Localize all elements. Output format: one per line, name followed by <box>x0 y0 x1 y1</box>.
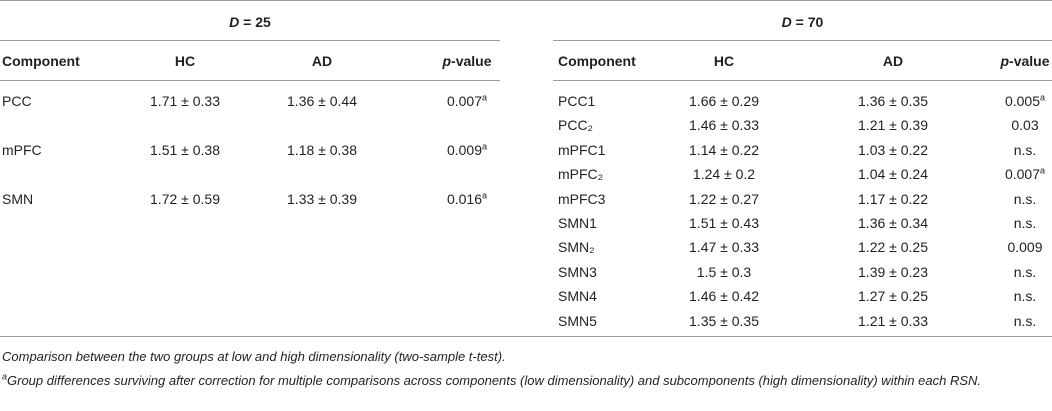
table-cell: 1.36 ± 0.35 <box>858 93 928 109</box>
column-header: HC <box>713 53 735 69</box>
text: 0.005 <box>1004 93 1041 109</box>
column-header: AD <box>311 53 333 69</box>
column-header: Component <box>2 53 80 69</box>
text: Comparison between the two groups at low… <box>2 349 506 364</box>
table-cell: mPFC₂ <box>558 166 604 183</box>
italic-text: p <box>442 53 452 69</box>
table-cell: SMN3 <box>558 263 597 280</box>
footnote-marker: a <box>2 371 8 382</box>
column-header: p-value <box>267 52 667 70</box>
panel-heading: D = 25 <box>0 13 500 31</box>
table-cell: 1.33 ± 0.39 <box>287 191 357 207</box>
text: -value <box>1009 53 1050 69</box>
table-cell: 1.18 ± 0.38 <box>287 142 357 158</box>
table-cell: 0.005a <box>825 92 1052 110</box>
text: Group differences surviving after correc… <box>7 373 982 388</box>
table-cell: 1.51 ± 0.38 <box>150 142 220 158</box>
table-cell: SMN1 <box>558 215 597 231</box>
table-cell: 0.03 <box>1011 117 1039 134</box>
table-cell: 1.36 ± 0.44 <box>287 93 357 109</box>
table-cell: 1.39 ± 0.23 <box>858 263 928 280</box>
column-header: AD <box>882 53 904 69</box>
table-cell: PCC₂ <box>558 117 593 134</box>
header-rule <box>0 80 500 81</box>
italic-text: p <box>1000 53 1010 69</box>
table-cell: SMN₂ <box>558 239 595 256</box>
table-cell: 1.22 ± 0.25 <box>858 239 928 256</box>
table-cell: 0.009 <box>1007 239 1043 256</box>
table-cell: 1.24 ± 0.2 <box>692 166 756 183</box>
text: = 25 <box>239 14 271 30</box>
table-cell: SMN4 <box>558 288 597 305</box>
heading-rule <box>553 40 1052 41</box>
table-cell: 0.007a <box>825 165 1052 183</box>
text: 0.009 <box>446 142 483 158</box>
table-cell: 0.009a <box>267 141 667 159</box>
table-cell: n.s. <box>1013 288 1037 305</box>
top-rule <box>0 0 1052 1</box>
table-cell: 0.007a <box>267 92 667 110</box>
table-cell: SMN <box>2 191 34 207</box>
table-cell: 1.27 ± 0.25 <box>858 288 928 305</box>
table-cell: mPFC1 <box>558 141 606 158</box>
table-cell: n.s. <box>1013 141 1037 158</box>
table-cell: 1.46 ± 0.33 <box>689 117 759 134</box>
column-header: Component <box>558 53 636 69</box>
table-cell: 1.21 ± 0.39 <box>858 117 928 134</box>
table-cell: 1.51 ± 0.43 <box>689 215 759 231</box>
table-cell: 1.03 ± 0.22 <box>858 141 928 158</box>
footnote-marker: a <box>482 190 488 201</box>
table-cell: mPFC3 <box>558 190 606 207</box>
footnote: Comparison between the two groups at low… <box>2 347 1032 367</box>
column-header: p-value <box>825 52 1052 70</box>
panel-heading: D = 70 <box>553 13 1052 31</box>
table-cell: 1.5 ± 0.3 <box>696 263 752 280</box>
header-rule <box>553 80 1052 81</box>
table-cell: n.s. <box>1013 263 1037 280</box>
table-cell: SMN5 <box>558 312 597 329</box>
table-cell: 1.35 ± 0.35 <box>689 312 759 329</box>
text: 0.016 <box>446 191 483 207</box>
footnote: aGroup differences surviving after corre… <box>2 371 1032 391</box>
table-cell: 1.22 ± 0.27 <box>689 190 759 207</box>
table-cell: 0.016a <box>267 190 667 208</box>
table-cell: 1.14 ± 0.22 <box>689 141 759 158</box>
footnote-marker: a <box>482 92 488 103</box>
table-cell: 1.04 ± 0.24 <box>858 166 928 183</box>
text: 0.007 <box>446 93 483 109</box>
table-cell: 1.47 ± 0.33 <box>689 239 759 256</box>
bottom-rule <box>0 336 1052 337</box>
column-header: HC <box>174 53 196 69</box>
table-cell: n.s. <box>1013 312 1037 329</box>
table-cell: 1.21 ± 0.33 <box>858 312 928 329</box>
table-cell: mPFC <box>2 142 42 158</box>
table-cell: PCC1 <box>558 93 596 109</box>
text: = 70 <box>791 14 824 30</box>
table-cell: n.s. <box>1013 190 1037 207</box>
table-cell: 1.46 ± 0.42 <box>689 288 759 305</box>
variable: D <box>781 14 792 30</box>
footnote-marker: a <box>1040 92 1046 103</box>
text: 0.007 <box>1004 166 1041 183</box>
table-cell: 1.66 ± 0.29 <box>689 93 759 109</box>
table-cell: 1.17 ± 0.22 <box>858 190 928 207</box>
table-cell: 1.36 ± 0.34 <box>858 215 928 231</box>
table-cell: 1.71 ± 0.33 <box>150 93 220 109</box>
footnote-marker: a <box>1040 165 1046 176</box>
footnote-marker: a <box>482 141 488 152</box>
table-cell: 1.72 ± 0.59 <box>150 191 220 207</box>
text: -value <box>451 53 492 69</box>
table-cell: PCC <box>2 93 32 109</box>
variable: D <box>229 14 240 30</box>
table-cell: n.s. <box>1013 215 1037 231</box>
heading-rule <box>0 40 500 41</box>
